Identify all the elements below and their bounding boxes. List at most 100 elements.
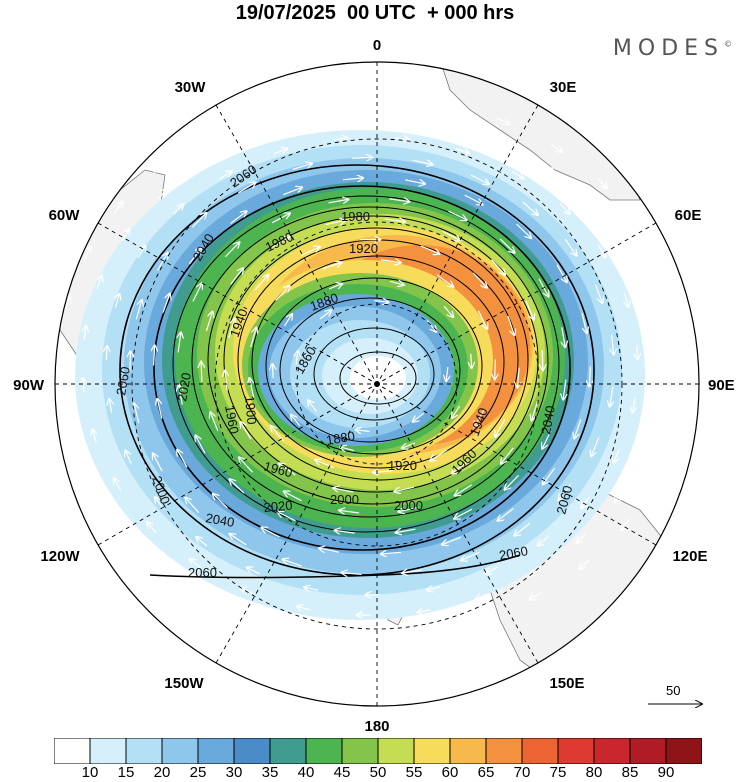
- wind-vector: [292, 164, 312, 170]
- wind-vector: [342, 573, 362, 575]
- wind-vector: [153, 454, 163, 472]
- wind-vector: [564, 238, 576, 256]
- wind-vector: [76, 453, 81, 467]
- wind-vector: [137, 246, 145, 259]
- wind-vector: [438, 102, 452, 105]
- wind-vector: [224, 242, 239, 258]
- wind-vector: [685, 369, 686, 384]
- colorbar-tick-label: 35: [261, 764, 279, 781]
- colorbar-swatch: [593, 738, 631, 764]
- wind-vector: [615, 490, 623, 503]
- colorbar-tick-label: 15: [117, 764, 135, 781]
- wind-vector: [624, 293, 628, 306]
- wind-vector: [405, 180, 425, 184]
- wind-vector: [680, 316, 682, 331]
- wind-vector: [525, 300, 534, 320]
- colorbar-tick-label: 10: [81, 764, 99, 781]
- colorbar-swatch: [377, 738, 415, 764]
- wind-vector: [532, 400, 539, 420]
- wind-vector: [581, 496, 591, 508]
- wind-vector: [663, 265, 668, 279]
- wind-vector: [455, 484, 473, 496]
- wind-vector: [271, 237, 289, 248]
- wind-vector: [402, 570, 423, 573]
- colorbar-tick-label: 65: [477, 764, 495, 781]
- wind-vector: [237, 183, 255, 194]
- wind-vector: [254, 275, 268, 291]
- wind-vector: [328, 284, 342, 290]
- wind-vector: [114, 202, 123, 214]
- wind-vector: [157, 399, 163, 419]
- colorbar-tick-label: 25: [189, 764, 207, 781]
- wind-vector: [316, 99, 330, 101]
- wind-vector: [455, 149, 469, 154]
- wind-vector: [380, 260, 401, 263]
- wind-vector: [101, 501, 110, 514]
- colorbar-swatch: [485, 738, 523, 764]
- contour-1880: [279, 297, 461, 443]
- wind-vector: [474, 409, 485, 427]
- contour-label: 2060: [113, 365, 133, 396]
- wind-vector: [427, 587, 441, 590]
- map-boundary: [54, 61, 700, 707]
- wind-vector: [430, 449, 448, 461]
- wind-vector: [610, 386, 613, 407]
- wind-vector: [495, 418, 506, 436]
- wind-vector: [66, 296, 69, 310]
- wind-vector: [335, 530, 355, 533]
- colorbar-swatch: [233, 738, 271, 764]
- contour-2040: [153, 185, 571, 551]
- wind-vector: [328, 199, 349, 202]
- colorbar-tick-label: 70: [513, 764, 531, 781]
- contour-label: 2020: [174, 371, 194, 402]
- wind-vector: [542, 350, 543, 370]
- wind-vector: [230, 268, 243, 285]
- wind-vector: [228, 319, 235, 339]
- wind-vector: [633, 398, 635, 412]
- lon-label-60e: 60E: [675, 207, 702, 224]
- wind-vector: [202, 132, 214, 141]
- lon-label-90w: 90W: [13, 377, 45, 394]
- wind-vector: [417, 610, 432, 613]
- wind-vector: [556, 264, 567, 282]
- contour-1980: [207, 215, 539, 505]
- wind-vector: [333, 138, 348, 140]
- wind-vector: [496, 117, 510, 124]
- wind-vector: [182, 580, 194, 589]
- wind-vector: [315, 460, 335, 469]
- wind-vector: [414, 631, 428, 633]
- wind-vector: [121, 229, 129, 242]
- wind-vector: [612, 334, 614, 354]
- wind-vector: [621, 518, 630, 530]
- wind-vector: [589, 366, 590, 387]
- wind-vector: [201, 362, 202, 382]
- wind-vector: [284, 492, 302, 502]
- wind-vector: [490, 137, 504, 144]
- wind-vector: [301, 247, 320, 256]
- shade-band-inner-10: [350, 356, 406, 400]
- wind-vector: [591, 437, 600, 456]
- wind-vector: [490, 259, 505, 275]
- colorbar-swatch: [557, 738, 595, 764]
- wind-vector: [654, 472, 660, 486]
- lon-label-0: 0: [373, 37, 381, 54]
- wind-vector: [134, 404, 140, 424]
- wind-vector: [562, 327, 565, 347]
- map-title: 19/07/2025 00 UTC + 000 hrs: [235, 2, 515, 24]
- wind-vector: [637, 345, 638, 359]
- wind-vector: [433, 122, 447, 125]
- contour-label: 2000: [330, 492, 359, 507]
- wind-vector: [514, 522, 531, 535]
- wind-vector: [377, 96, 391, 97]
- contour-1960: [223, 227, 529, 493]
- wind-vector: [322, 263, 342, 270]
- wind-vector: [353, 635, 367, 636]
- lon-label-180: 180: [364, 718, 389, 735]
- wind-vector: [436, 274, 453, 287]
- wind-vector: [597, 244, 605, 257]
- lon-label-150w: 150W: [164, 675, 204, 692]
- colorbar-tick-label: 60: [441, 764, 459, 781]
- wind-vector: [448, 210, 467, 220]
- wind-vector: [660, 339, 661, 354]
- wind-vector: [137, 544, 148, 555]
